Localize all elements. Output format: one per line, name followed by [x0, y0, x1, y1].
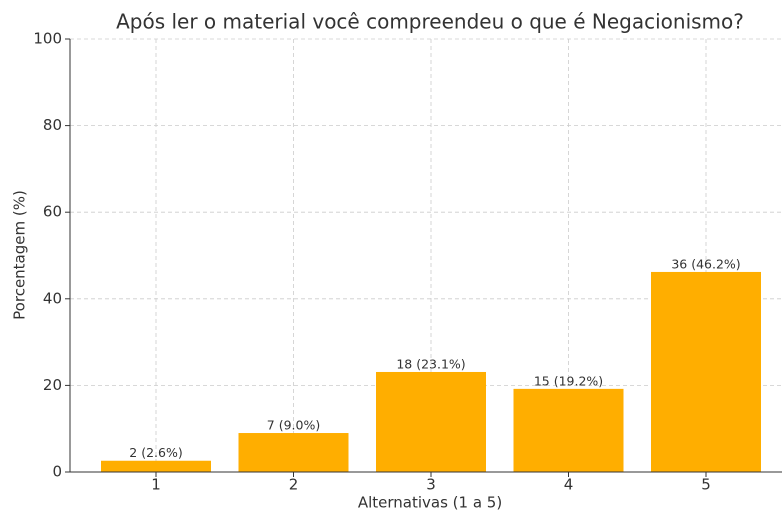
y-tick-label: 80: [43, 116, 62, 134]
data-label: 7 (9.0%): [267, 418, 320, 433]
bar: [101, 460, 211, 472]
y-tick-label: 0: [52, 463, 62, 481]
y-tick-label: 60: [43, 203, 62, 221]
chart-title: Após ler o material você compreendeu o q…: [116, 10, 744, 34]
x-tick-label: 4: [564, 476, 574, 494]
y-axis-label: Porcentagem (%): [11, 190, 29, 320]
x-tick-label: 2: [289, 476, 299, 494]
bar: [513, 388, 624, 472]
data-label: 36 (46.2%): [671, 256, 740, 271]
y-tick-label: 20: [43, 376, 62, 394]
data-label: 2 (2.6%): [129, 445, 182, 460]
x-tick-label: 5: [701, 476, 711, 494]
x-tick-label: 3: [426, 476, 436, 494]
y-tick-label: 40: [43, 289, 62, 307]
y-tick-label: 100: [33, 30, 62, 48]
bar: [376, 371, 486, 472]
x-tick-label: 1: [151, 476, 161, 494]
data-label: 18 (23.1%): [396, 356, 465, 371]
x-axis-label: Alternativas (1 a 5): [358, 494, 502, 511]
bar: [238, 433, 349, 472]
bar: [651, 271, 761, 472]
data-label: 15 (19.2%): [534, 373, 603, 388]
